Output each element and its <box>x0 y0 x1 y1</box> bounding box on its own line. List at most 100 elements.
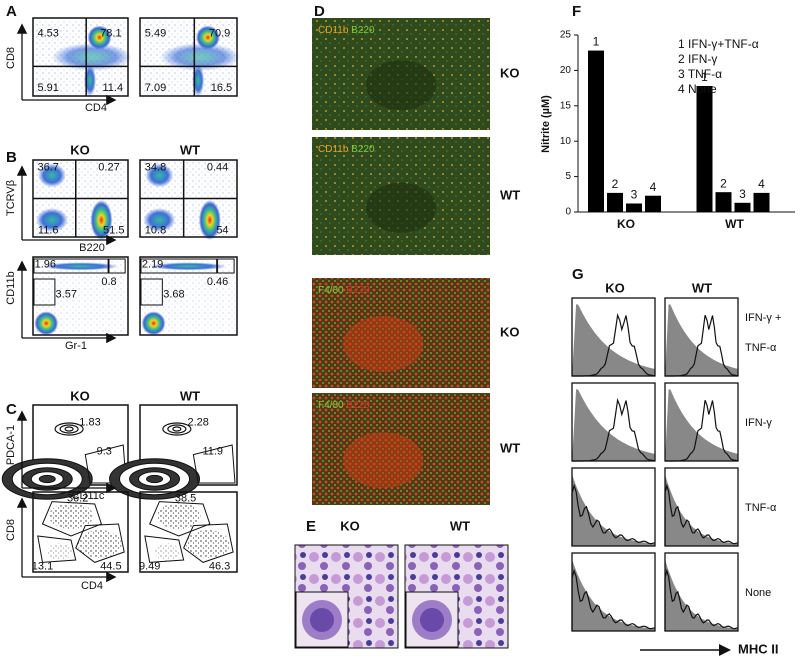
histogram-control <box>665 304 738 376</box>
bar <box>753 192 770 212</box>
population <box>143 208 176 233</box>
treatment-label: IFN-γ <box>745 417 772 429</box>
population <box>150 262 227 271</box>
y-tick-label: 15 <box>560 100 572 111</box>
quadrant-value: 11.4 <box>103 82 124 94</box>
y-tick-label: 25 <box>560 30 572 41</box>
axis-label: B220 <box>79 242 105 254</box>
quadrant-value: 16.5 <box>211 82 232 94</box>
quadrant-value: 54 <box>216 225 228 237</box>
population <box>141 311 166 336</box>
dots <box>185 530 230 558</box>
plot-frame <box>571 382 656 462</box>
quadrant-value: 5.91 <box>37 82 58 94</box>
treatment-label: None <box>745 587 771 599</box>
y-tick-label: 20 <box>560 65 572 76</box>
gate-value: 3.68 <box>163 288 184 300</box>
group-label: KO <box>500 324 520 339</box>
axis-label: CD8 <box>5 47 17 69</box>
nucleus <box>310 608 334 632</box>
bar <box>626 203 642 212</box>
group-header: WT <box>692 280 712 295</box>
legend-entry: 4 None <box>678 82 717 96</box>
contour <box>54 422 84 436</box>
population <box>198 200 221 241</box>
gate-value: 2.19 <box>142 259 163 271</box>
gate <box>149 501 211 537</box>
treatment-label: TNF-α <box>745 342 777 354</box>
bar-label: 2 <box>720 176 727 190</box>
group-label: WT <box>500 440 520 455</box>
legend-name: TNF-α <box>688 67 722 81</box>
legend-entry: 2 IFN-γ <box>678 52 717 66</box>
quadrant-value: 10.8 <box>145 225 166 237</box>
y-axis-label: Nitrite (µM) <box>540 95 552 153</box>
group-header: KO <box>70 388 90 403</box>
population <box>84 64 96 97</box>
quadrant-value: 51.5 <box>103 225 124 237</box>
axis-label: CD11b <box>5 271 17 304</box>
legend-entry: 3 TNF-α <box>678 67 722 81</box>
dots <box>156 503 201 529</box>
quadrant-value: 78.1 <box>100 28 121 40</box>
axis-label: CD11c <box>72 490 105 502</box>
gate-value: 1.83 <box>79 417 100 429</box>
stain: B220 <box>346 285 370 296</box>
plot-frame <box>571 552 656 632</box>
gate-value: 11.9 <box>202 445 223 457</box>
plot-frame <box>664 467 739 547</box>
tissue-region <box>343 316 424 372</box>
bar <box>696 85 713 212</box>
dots <box>77 530 122 558</box>
legend-name: IFN-γ+TNF-α <box>688 37 759 51</box>
group-label: KO <box>500 65 520 80</box>
gate <box>192 444 236 484</box>
quadrant-value: 0.44 <box>207 162 228 174</box>
panel-label: C <box>6 401 17 418</box>
contour <box>162 422 192 436</box>
histogram-stimulated <box>664 483 739 546</box>
stain: F4/80 <box>318 400 344 411</box>
group-header: KO <box>605 280 625 295</box>
axis-label: MHC II <box>738 641 778 656</box>
gate-value: 2.28 <box>187 417 208 429</box>
population <box>192 64 205 97</box>
tissue-region <box>343 432 424 489</box>
bar <box>588 50 604 212</box>
axis-label: Gr-1 <box>65 340 87 352</box>
gate-value: 46.3 <box>209 560 230 572</box>
stain: CD11b <box>318 25 349 36</box>
population <box>195 25 220 50</box>
gate <box>217 258 235 274</box>
x-tick-label: KO <box>617 217 635 231</box>
dots <box>49 503 93 529</box>
stain: B220 <box>351 144 375 155</box>
panel-label: F <box>572 3 581 20</box>
population <box>90 200 113 241</box>
group-label: WT <box>500 187 520 202</box>
quadrant-value: 5.49 <box>145 28 166 40</box>
population <box>51 43 132 71</box>
stain: B220 <box>346 400 370 411</box>
plot-frame <box>32 256 129 336</box>
gate <box>33 278 56 306</box>
panel-label: G <box>572 266 584 283</box>
axis-label: PDCA-1 <box>5 425 17 465</box>
gate-value: 9.3 <box>97 445 112 457</box>
stain: F4/80 <box>318 285 344 296</box>
gate-value: 38.5 <box>175 492 196 504</box>
gate-value: 9.49 <box>139 560 160 572</box>
quadrant-value: 4.53 <box>37 28 58 40</box>
gate-value: 0.8 <box>101 276 116 288</box>
quadrant-value: 7.09 <box>145 82 166 94</box>
group-header: WT <box>180 142 200 157</box>
gate <box>140 278 163 306</box>
plot-frame <box>139 491 238 573</box>
histogram-stimulated <box>664 568 739 631</box>
tissue-region <box>366 60 436 111</box>
legend-name: None <box>688 82 717 96</box>
panel-label: B <box>6 149 17 166</box>
plot-frame <box>139 17 238 97</box>
gate <box>41 501 103 537</box>
